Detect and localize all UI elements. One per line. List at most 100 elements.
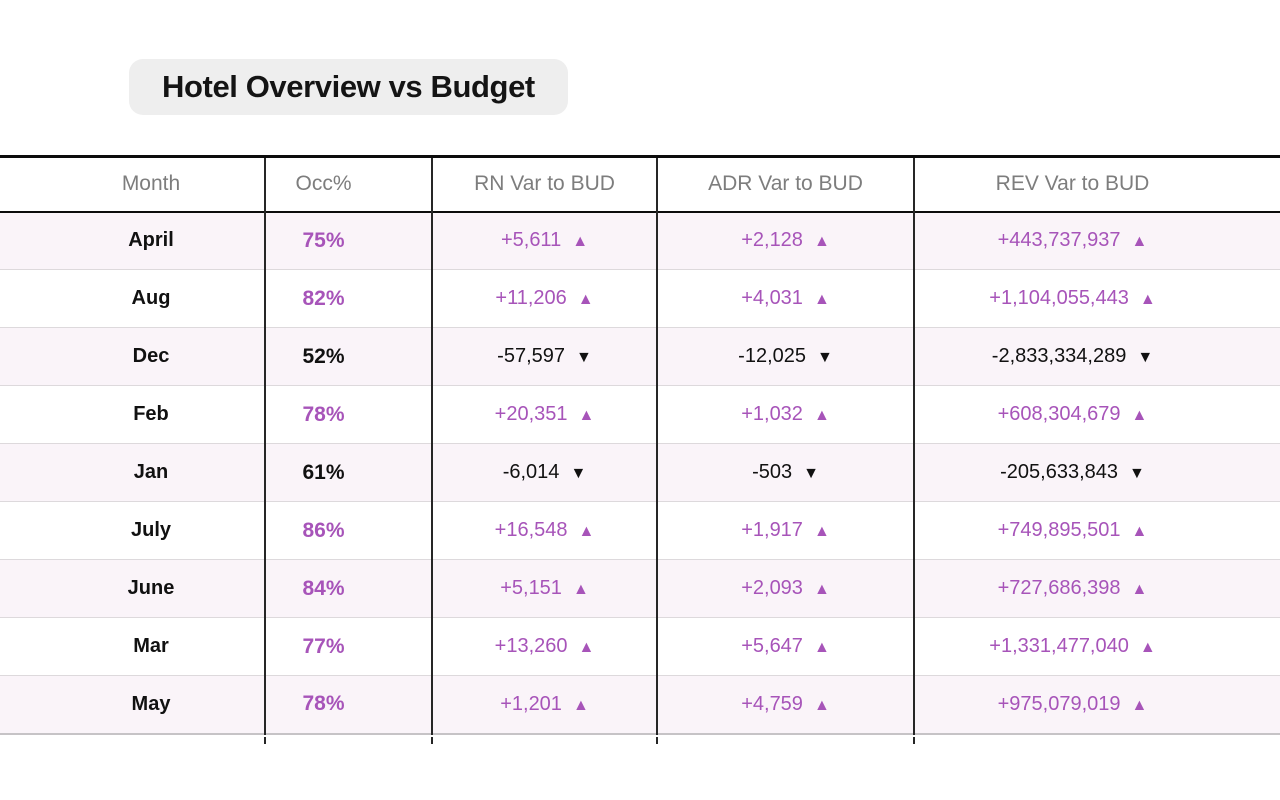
column-header-month[interactable]: Month xyxy=(121,172,181,196)
rev-var-cell: +975,079,019 ▲ xyxy=(913,675,1280,734)
trend-down-icon: ▼ xyxy=(803,465,819,482)
rev-var-cell: +727,686,398 ▲ xyxy=(913,559,1280,618)
hotel-budget-table: Month Occ% RN Var to BUD ADR Var to BUD … xyxy=(0,155,1280,735)
column-header-rn-var[interactable]: RN Var to BUD xyxy=(431,156,657,212)
rev-var-value: +1,104,055,443 xyxy=(989,287,1129,309)
rn-var-value: +5,611 xyxy=(500,229,562,252)
rn-var-value: +11,206 xyxy=(495,287,567,309)
rn-var-cell: +20,351 ▲ xyxy=(431,385,657,444)
adr-var-value: -12,025 xyxy=(738,345,806,367)
trend-down-icon: ▼ xyxy=(576,349,592,366)
occ-cell: 86% xyxy=(264,501,432,560)
trend-up-icon: ▲ xyxy=(578,407,595,424)
rn-var-cell: +5,611 ▲ xyxy=(431,211,657,270)
occ-cell: 77% xyxy=(264,617,432,676)
rn-var-value: +1,201 xyxy=(500,692,562,715)
month-cell: Jan xyxy=(133,461,169,483)
trend-up-icon: ▲ xyxy=(578,523,595,540)
adr-var-cell: +4,031 ▲ xyxy=(656,269,914,328)
column-header-rev-var[interactable]: REV Var to BUD xyxy=(913,156,1280,212)
rev-var-value: +727,686,398 xyxy=(997,577,1121,599)
trend-up-icon: ▲ xyxy=(813,523,830,540)
trend-up-icon: ▲ xyxy=(1139,639,1156,656)
occ-cell: 52% xyxy=(264,327,432,386)
trend-up-icon: ▲ xyxy=(578,639,595,656)
table-row: Jan 61% -6,014 ▼ -503 ▼ -205,633,843 ▼ xyxy=(0,443,1280,502)
rev-var-value: -2,833,334,289 xyxy=(991,345,1127,367)
column-header-occ[interactable]: Occ% xyxy=(264,156,432,212)
rn-var-cell: +11,206 ▲ xyxy=(431,269,657,328)
month-cell: April xyxy=(128,229,174,252)
page-title: Hotel Overview vs Budget xyxy=(162,69,535,104)
rev-var-cell: -205,633,843 ▼ xyxy=(913,443,1280,502)
rev-var-value: -205,633,843 xyxy=(1000,461,1119,483)
occ-cell: 78% xyxy=(264,675,432,734)
trend-up-icon: ▲ xyxy=(577,291,594,308)
adr-var-value: +5,647 xyxy=(741,635,803,657)
adr-var-cell: -503 ▼ xyxy=(656,443,914,502)
table-row: Mar 77% +13,260 ▲ +5,647 ▲ +1,331,477,040 ▲ xyxy=(0,617,1280,676)
rev-var-cell: +608,304,679 ▲ xyxy=(913,385,1280,444)
trend-up-icon: ▲ xyxy=(813,291,830,308)
trend-up-icon: ▲ xyxy=(1131,581,1148,598)
rn-var-cell: +5,151 ▲ xyxy=(431,559,657,618)
adr-var-value: -503 xyxy=(752,461,793,483)
trend-down-icon: ▼ xyxy=(570,465,587,482)
trend-up-icon: ▲ xyxy=(813,696,830,714)
rev-var-cell: +1,104,055,443 ▲ xyxy=(913,269,1280,328)
adr-var-cell: +1,917 ▲ xyxy=(656,501,914,560)
adr-var-value: +2,128 xyxy=(741,229,803,252)
occ-cell: 82% xyxy=(264,269,432,328)
column-divider-tick xyxy=(913,737,915,744)
table-row: July 86% +16,548 ▲ +1,917 ▲ +749,895,501 ▲ xyxy=(0,501,1280,560)
rn-var-cell: -57,597 ▼ xyxy=(431,327,657,386)
rn-var-value: +16,548 xyxy=(494,519,568,541)
trend-up-icon: ▲ xyxy=(1131,407,1148,424)
trend-up-icon: ▲ xyxy=(572,696,589,714)
adr-var-cell: +2,128 ▲ xyxy=(656,211,914,270)
rev-var-value: +1,331,477,040 xyxy=(989,635,1129,657)
occ-cell: 61% xyxy=(264,443,432,502)
trend-down-icon: ▼ xyxy=(1129,465,1145,482)
rev-var-value: +749,895,501 xyxy=(997,519,1121,541)
adr-var-cell: +5,647 ▲ xyxy=(656,617,914,676)
table-row: Aug 82% +11,206 ▲ +4,031 ▲ +1,104,055,443 ▲ xyxy=(0,269,1280,328)
adr-var-value: +1,032 xyxy=(741,403,803,425)
occ-cell: 75% xyxy=(264,211,432,270)
rn-var-cell: -6,014 ▼ xyxy=(431,443,657,502)
trend-up-icon: ▲ xyxy=(1131,696,1148,714)
table-row: May 78% +1,201 ▲ +4,759 ▲ +975,079,019 ▲ xyxy=(0,675,1280,734)
trend-up-icon: ▲ xyxy=(813,407,830,424)
column-header-adr-var[interactable]: ADR Var to BUD xyxy=(656,156,914,212)
rev-var-cell: +443,737,937 ▲ xyxy=(913,211,1280,270)
rn-var-cell: +13,260 ▲ xyxy=(431,617,657,676)
month-cell: Aug xyxy=(131,287,171,309)
month-cell: May xyxy=(131,692,171,715)
month-cell: Feb xyxy=(133,403,169,425)
trend-up-icon: ▲ xyxy=(1131,523,1148,540)
adr-var-cell: +1,032 ▲ xyxy=(656,385,914,444)
trend-up-icon: ▲ xyxy=(813,639,830,656)
rev-var-value: +443,737,937 xyxy=(997,229,1121,252)
trend-up-icon: ▲ xyxy=(1139,291,1156,308)
table-row: April 75% +5,611 ▲ +2,128 ▲ +443,737,937 ▲ xyxy=(0,211,1280,270)
rn-var-cell: +16,548 ▲ xyxy=(431,501,657,560)
rev-var-cell: +749,895,501 ▲ xyxy=(913,501,1280,560)
month-cell: June xyxy=(127,577,175,599)
occ-cell: 84% xyxy=(264,559,432,618)
rev-var-cell: +1,331,477,040 ▲ xyxy=(913,617,1280,676)
trend-up-icon: ▲ xyxy=(813,233,830,251)
table-row: June 84% +5,151 ▲ +2,093 ▲ +727,686,398 ▲ xyxy=(0,559,1280,618)
column-divider-tick xyxy=(656,737,658,744)
rn-var-value: -57,597 xyxy=(497,345,565,367)
trend-up-icon: ▲ xyxy=(572,233,589,251)
rn-var-value: -6,014 xyxy=(502,461,560,483)
occ-cell: 78% xyxy=(264,385,432,444)
table-row: Dec 52% -57,597 ▼ -12,025 ▼ -2,833,334,289… xyxy=(0,327,1280,386)
rev-var-value: +608,304,679 xyxy=(997,403,1121,425)
rev-var-cell: -2,833,334,289 ▼ xyxy=(913,327,1280,386)
table-row: Feb 78% +20,351 ▲ +1,032 ▲ +608,304,679 ▲ xyxy=(0,385,1280,444)
month-cell: July xyxy=(130,519,172,541)
trend-up-icon: ▲ xyxy=(572,581,589,598)
rn-var-value: +5,151 xyxy=(500,577,562,599)
